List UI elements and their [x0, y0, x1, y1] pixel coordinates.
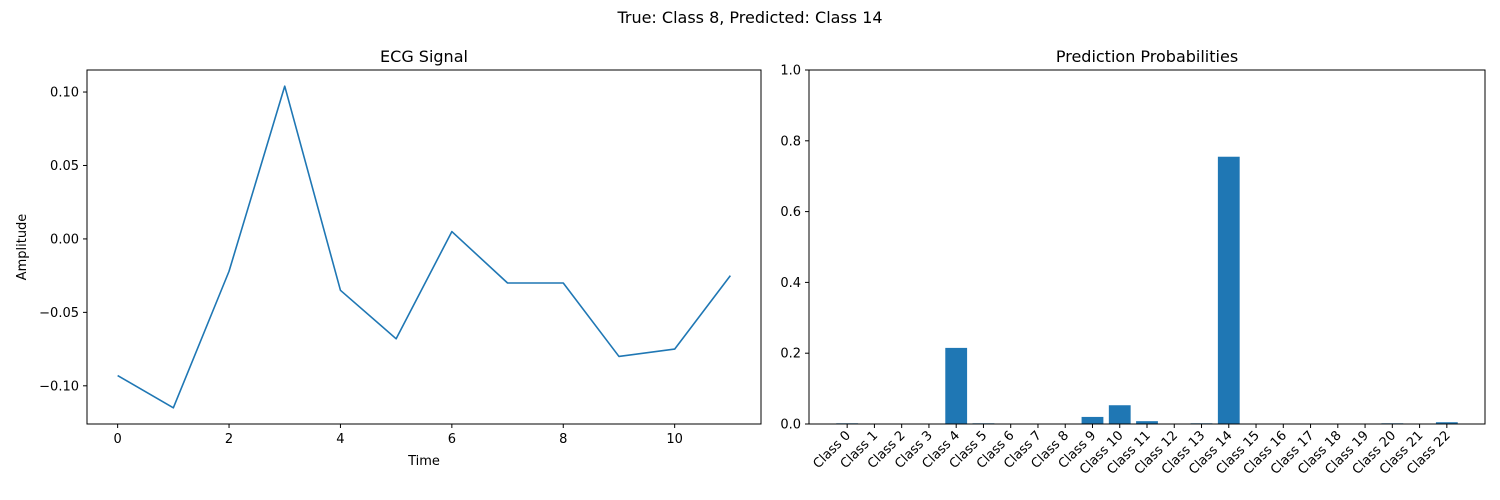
prob-bar [1217, 156, 1240, 425]
ecg-x-tick-label: 4 [336, 432, 344, 447]
ecg-x-tick-label: 10 [666, 432, 683, 447]
prob-bar [1435, 422, 1458, 424]
prob-y-tick-label: 0.6 [780, 205, 801, 220]
figure-suptitle: True: Class 8, Predicted: Class 14 [616, 8, 882, 27]
prob-y-tick-label: 1.0 [780, 64, 801, 79]
prob-y-tick-label: 0.8 [780, 134, 801, 149]
prob-y-tick-label: 0.4 [780, 276, 801, 291]
ecg-y-axis-label: Amplitude [15, 214, 30, 281]
ecg-series-line [117, 85, 731, 409]
ecg-x-tick-label: 0 [113, 432, 121, 447]
prob-chart-title: Prediction Probabilities [1056, 47, 1238, 66]
prob-bar [1108, 405, 1131, 424]
ecg-y-tick-label: 0.10 [50, 86, 79, 101]
prob-bar [1136, 421, 1158, 424]
ecg-chart-title: ECG Signal [380, 47, 468, 66]
prob-y-tick-label: 0.0 [780, 418, 801, 433]
ecg-axes-frame [86, 69, 762, 425]
ecg-plot-area: 0 2 4 6 8 10 −0.10 −0.05 0.00 0.05 0.10 [39, 85, 731, 447]
ecg-y-tick-label: −0.05 [39, 306, 79, 321]
ecg-y-tick-label: 0.00 [50, 232, 79, 247]
ecg-signal-panel: ECG Signal 0 2 4 6 8 10 −0.10 −0.05 0.00 0.05 0.10… [15, 47, 762, 469]
ecg-x-axis-label: Time [407, 454, 440, 469]
ecg-x-tick-label: 8 [559, 432, 567, 447]
ecg-x-tick-label: 2 [225, 432, 233, 447]
ecg-x-tick-label: 6 [448, 432, 456, 447]
prob-y-tick-label: 0.2 [780, 347, 801, 362]
prob-bar [1081, 416, 1104, 424]
prob-bar [945, 347, 968, 424]
ecg-y-tick-label: 0.05 [50, 159, 79, 174]
prob-axes-frame [808, 69, 1486, 425]
ecg-y-tick-label: −0.10 [39, 379, 79, 394]
